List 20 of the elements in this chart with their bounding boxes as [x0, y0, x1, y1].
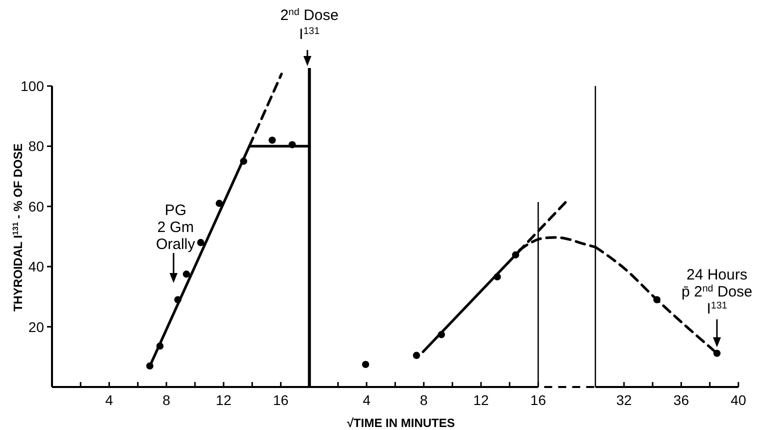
y-tick-label: 60	[28, 198, 44, 214]
ref-line-label: 2$^{nd}$ Dose I$^{131}$	[280, 6, 339, 43]
x-axis-title: √TIME IN MINUTES	[346, 416, 455, 430]
y-tick-label: 40	[28, 258, 44, 275]
annotation: PG 2 Gm Orally	[156, 202, 196, 253]
x-tick-label: 4	[362, 392, 371, 408]
annotation: 24 Hours p̄ 2$^{nd}$ Dose I$^{131}$	[681, 266, 752, 318]
x-tick-label: 40	[730, 392, 746, 408]
y-tick-label: 100	[20, 78, 44, 94]
x-tick-label: 16	[273, 392, 289, 408]
x-tick-label: 32	[616, 392, 632, 408]
x-tick-label: 8	[162, 392, 170, 408]
x-tick-label: 12	[473, 392, 489, 408]
x-tick-label: 16	[530, 392, 546, 408]
x-tick-label: 8	[420, 392, 428, 408]
y-tick-label: 80	[28, 138, 44, 154]
y-tick-label: 20	[28, 318, 44, 335]
x-tick-label: 36	[673, 392, 690, 408]
x-tick-label: 4	[105, 392, 114, 408]
x-tick-label: 12	[216, 392, 232, 408]
